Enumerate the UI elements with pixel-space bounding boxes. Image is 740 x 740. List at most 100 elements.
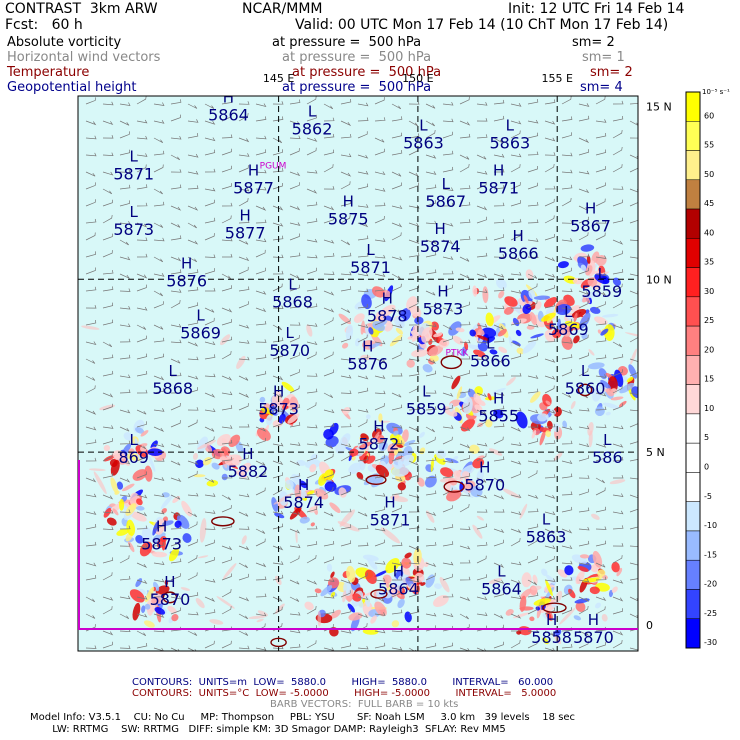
wind-barb	[323, 392, 334, 399]
wind-barb	[527, 438, 539, 445]
wind-barb	[612, 283, 623, 292]
wind-barb	[629, 219, 638, 224]
vorticity-streak	[317, 611, 322, 627]
wind-barb	[544, 578, 556, 582]
height-value-label: 586	[592, 448, 623, 467]
wind-barb	[136, 613, 148, 618]
wind-barb	[357, 131, 368, 139]
vorticity-streak	[570, 400, 576, 410]
height-center-letter: L	[130, 431, 139, 449]
wind-barb	[306, 640, 317, 649]
wind-barb	[255, 426, 267, 432]
wind-barb	[306, 96, 317, 105]
wind-barb	[204, 510, 216, 514]
wind-barb	[255, 103, 267, 108]
wind-barb	[527, 470, 538, 479]
vorticity-blob	[375, 464, 390, 478]
wind-barb	[544, 595, 556, 600]
wind-barb	[238, 375, 249, 381]
wind-barb	[272, 375, 284, 381]
wind-barb	[153, 222, 164, 228]
wind-barb	[119, 169, 131, 173]
wind-barb	[425, 490, 437, 496]
vorticity-blob	[587, 362, 605, 370]
wind-barb	[289, 322, 301, 326]
wind-barb	[204, 199, 215, 207]
wind-barb	[289, 629, 301, 634]
vorticity-blob	[573, 615, 581, 621]
vorticity-blob	[371, 286, 385, 298]
wind-barb	[459, 526, 471, 530]
wind-barb	[357, 324, 369, 329]
wind-barb	[238, 113, 249, 122]
wind-barb	[561, 506, 573, 513]
vorticity-blob	[393, 430, 399, 436]
wind-barb	[629, 596, 638, 602]
wind-barb	[85, 267, 96, 275]
wind-barb	[272, 324, 282, 331]
vorticity-blob	[482, 286, 489, 304]
vorticity-streak	[530, 585, 542, 591]
vorticity-blob	[472, 285, 478, 297]
wind-barb	[578, 115, 590, 122]
wind-barb	[425, 290, 436, 296]
vorticity-blob	[508, 336, 513, 347]
wind-barb	[527, 238, 539, 242]
vorticity-streak	[337, 521, 360, 532]
colorbar-swatch	[685, 530, 701, 561]
wind-barb	[612, 341, 622, 348]
wind-barb	[527, 182, 538, 190]
wind-barb	[272, 606, 283, 615]
vorticity-blob	[365, 414, 371, 420]
wind-barb	[459, 596, 471, 602]
vorticity-blob	[411, 349, 428, 358]
wind-barb	[136, 184, 148, 190]
wind-barb	[272, 392, 283, 398]
valid-time: Valid: 00 UTC Mon 17 Feb 14 (10 ChT Mon …	[295, 17, 669, 33]
wind-barb	[136, 409, 147, 415]
wind-barb	[578, 630, 590, 636]
wind-barb	[391, 205, 403, 210]
height-center-letter: H	[343, 192, 354, 210]
height-center-letter: H	[240, 206, 251, 224]
wind-barb	[187, 119, 199, 123]
wind-barb	[476, 339, 488, 344]
colorbar-tick-label: 50	[704, 170, 714, 179]
wind-barb	[323, 486, 334, 496]
wind-barb	[136, 511, 148, 517]
wind-barb	[510, 182, 521, 190]
wind-barb	[272, 472, 283, 479]
wind-barb	[493, 539, 504, 547]
wind-barb	[544, 375, 556, 380]
wind-barb	[187, 460, 199, 465]
wind-barb	[391, 324, 403, 329]
wind-barb	[102, 199, 113, 207]
wind-barb	[374, 426, 386, 432]
wind-barb	[289, 369, 300, 377]
vorticity-streak	[99, 404, 116, 411]
wind-barb	[238, 137, 250, 143]
wind-barb	[272, 101, 284, 105]
vorticity-blob	[402, 429, 409, 443]
wind-barb	[459, 473, 471, 479]
wind-barb	[544, 555, 555, 564]
wind-barb	[544, 215, 555, 224]
wind-barb	[561, 96, 572, 105]
wind-barb	[153, 256, 164, 263]
wind-barb	[306, 454, 317, 462]
wind-barb	[629, 372, 638, 377]
vorticity-streak	[545, 400, 551, 406]
wind-barb	[204, 392, 216, 398]
wind-barb	[102, 392, 114, 398]
wind-barb	[289, 555, 300, 564]
wind-barb	[442, 524, 454, 530]
wind-barb	[374, 561, 386, 565]
height-value-label: 5859	[406, 400, 447, 419]
height-value-label: 5870	[269, 341, 310, 360]
wind-barb	[289, 334, 300, 343]
wind-barb	[289, 404, 301, 411]
vorticity-blob	[422, 363, 433, 373]
wind-barb	[323, 578, 335, 582]
vorticity-blob	[397, 482, 406, 491]
colorbar-tick-label: 60	[704, 111, 714, 120]
